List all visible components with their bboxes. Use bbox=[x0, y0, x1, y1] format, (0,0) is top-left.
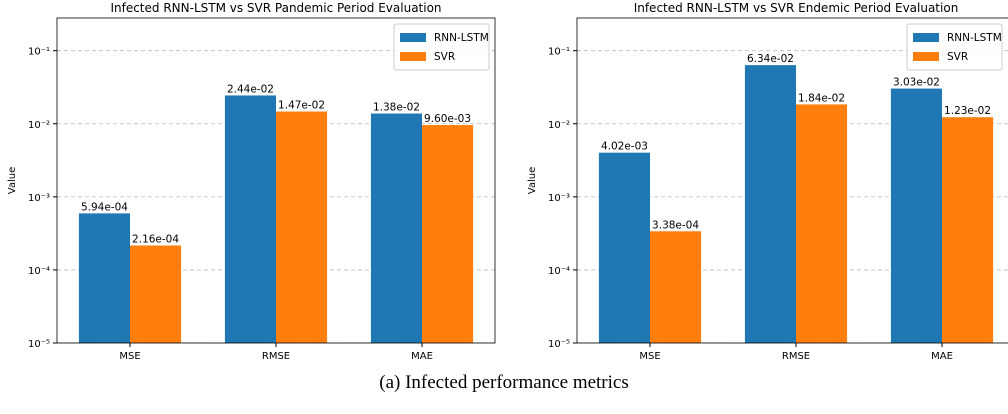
bar bbox=[598, 152, 650, 343]
legend-label: SVR bbox=[434, 51, 455, 63]
value-label: 6.34e-02 bbox=[747, 53, 794, 65]
bar bbox=[276, 111, 328, 343]
axes-frame bbox=[576, 17, 1008, 344]
bar bbox=[130, 245, 182, 343]
y-tick-label: 10⁻⁵ bbox=[548, 339, 570, 350]
legend-box bbox=[906, 23, 1003, 71]
bar bbox=[650, 231, 702, 343]
bar bbox=[942, 117, 994, 343]
bar bbox=[78, 213, 130, 343]
bar bbox=[744, 65, 796, 343]
chart-title: Infected RNN-LSTM vs SVR Endemic Period … bbox=[634, 1, 959, 15]
legend-swatch bbox=[913, 52, 939, 61]
value-label: 2.44e-02 bbox=[227, 83, 274, 95]
value-label: 1.84e-02 bbox=[798, 92, 845, 104]
y-axis-label: Value bbox=[527, 167, 538, 194]
bar bbox=[796, 104, 848, 343]
y-tick-label: 10⁻³ bbox=[28, 193, 50, 204]
value-label: 1.23e-02 bbox=[944, 105, 991, 117]
y-tick-label: 10⁻¹ bbox=[28, 47, 50, 58]
bar bbox=[370, 113, 422, 344]
value-label: 4.02e-03 bbox=[601, 141, 648, 153]
legend-swatch bbox=[913, 33, 939, 42]
y-tick-label: 10⁻⁵ bbox=[28, 339, 50, 350]
x-tick-label: MSE bbox=[119, 351, 140, 362]
y-tick-label: 10⁻³ bbox=[548, 193, 570, 204]
bar bbox=[890, 88, 942, 343]
y-tick-label: 10⁻¹ bbox=[548, 47, 570, 58]
bar bbox=[422, 125, 474, 344]
legend-label: RNN-LSTM bbox=[434, 32, 489, 44]
legend-swatch bbox=[400, 33, 426, 42]
y-tick-label: 10⁻⁴ bbox=[28, 266, 50, 277]
value-label: 9.60e-03 bbox=[424, 113, 471, 125]
y-tick-label: 10⁻⁴ bbox=[548, 266, 570, 277]
legend-box bbox=[393, 23, 490, 71]
legend-label: SVR bbox=[947, 51, 968, 63]
bar bbox=[224, 95, 276, 343]
y-tick-label: 10⁻² bbox=[548, 120, 570, 131]
value-label: 1.47e-02 bbox=[278, 100, 325, 112]
axes-frame bbox=[56, 17, 496, 344]
x-tick-label: RMSE bbox=[782, 351, 810, 362]
value-label: 1.38e-02 bbox=[373, 102, 420, 114]
x-tick-label: MSE bbox=[639, 351, 660, 362]
value-label: 3.38e-04 bbox=[652, 219, 699, 231]
x-tick-label: MAE bbox=[411, 351, 433, 362]
value-label: 2.16e-04 bbox=[132, 233, 179, 245]
x-tick-label: RMSE bbox=[262, 351, 290, 362]
value-label: 5.94e-04 bbox=[81, 201, 128, 213]
x-tick-label: MAE bbox=[931, 351, 953, 362]
chart-title: Infected RNN-LSTM vs SVR Pandemic Period… bbox=[110, 1, 441, 15]
y-axis-label: Value bbox=[7, 167, 18, 194]
legend-label: RNN-LSTM bbox=[947, 32, 1002, 44]
y-tick-label: 10⁻² bbox=[28, 120, 50, 131]
legend-swatch bbox=[400, 52, 426, 61]
value-label: 3.03e-02 bbox=[893, 77, 940, 89]
caption: (a) Infected performance metrics bbox=[379, 372, 629, 393]
